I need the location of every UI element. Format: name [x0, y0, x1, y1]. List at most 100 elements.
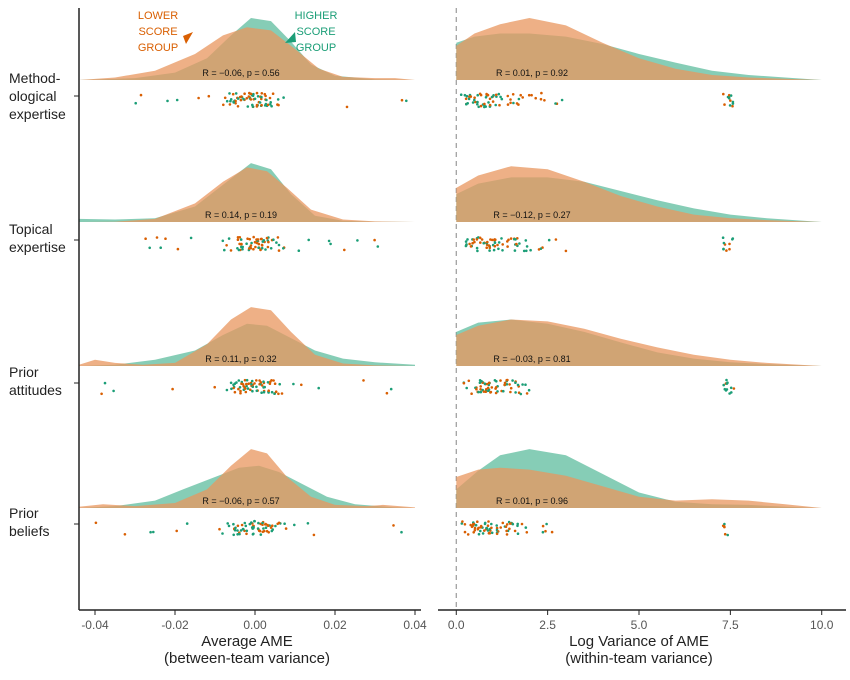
- legend-higher-line-3: GROUP: [296, 42, 336, 54]
- left-data-point: [267, 240, 270, 244]
- left-data-point: [278, 382, 282, 386]
- right-data-point: [476, 100, 479, 104]
- left-data-point: [253, 519, 256, 523]
- right-data-point: [467, 379, 471, 383]
- right-density-lower: [456, 467, 822, 508]
- left-data-point: [236, 236, 240, 239]
- left-data-point: [231, 92, 235, 96]
- left-data-point: [155, 236, 159, 239]
- left-data-point: [244, 524, 248, 528]
- left-data-point: [229, 381, 233, 385]
- legend: LOWER SCORE GROUP HIGHER SCORE GROUP: [138, 10, 338, 54]
- right-data-point: [508, 383, 511, 386]
- left-data-point: [260, 244, 264, 247]
- right-data-point: [500, 237, 503, 240]
- right-data-point: [731, 104, 734, 108]
- left-data-point: [123, 533, 127, 536]
- left-data-point: [274, 524, 277, 528]
- right-data-point: [509, 101, 512, 105]
- left-data-point: [329, 242, 332, 246]
- right-data-point: [492, 248, 496, 252]
- left-data-point: [269, 526, 273, 529]
- row-label: beliefs: [9, 523, 49, 539]
- left-data-point: [266, 103, 270, 107]
- right-data-point: [521, 383, 524, 386]
- right-data-point: [497, 247, 500, 251]
- right-data-point: [534, 96, 537, 100]
- right-data-point: [476, 249, 479, 253]
- left-data-point: [221, 239, 225, 243]
- left-data-point: [255, 389, 259, 393]
- left-data-point: [246, 237, 249, 240]
- left-data-point: [255, 103, 259, 107]
- left-data-point: [259, 248, 262, 252]
- left-data-point: [189, 236, 193, 240]
- right-data-point: [486, 93, 490, 97]
- left-data-point: [268, 382, 272, 386]
- left-data-point: [282, 247, 285, 250]
- right-data-point: [519, 93, 522, 97]
- right-data-point: [494, 391, 498, 395]
- right-data-point: [483, 529, 486, 532]
- right-data-point: [471, 241, 474, 245]
- left-data-point: [280, 392, 284, 395]
- left-data-point: [327, 239, 331, 243]
- right-data-point: [505, 523, 509, 526]
- right-data-point: [465, 386, 469, 390]
- right-data-point: [479, 525, 483, 529]
- left-data-point: [240, 382, 243, 386]
- left-data-point: [253, 382, 256, 385]
- right-data-point: [505, 383, 509, 386]
- left-data-point: [229, 99, 232, 103]
- right-data-point: [490, 526, 493, 530]
- left-data-point: [362, 379, 365, 382]
- left-data-point: [236, 105, 240, 108]
- legend-lower-line-3: GROUP: [138, 42, 178, 54]
- right-data-point: [511, 379, 514, 382]
- right-data-point: [472, 522, 475, 526]
- right-data-point: [479, 385, 483, 388]
- left-data-point: [164, 237, 167, 240]
- row-label: Prior: [9, 505, 39, 521]
- left-data-point: [236, 247, 239, 250]
- left-data-point: [255, 238, 258, 241]
- right-data-point: [554, 102, 557, 105]
- right-x-tick-label: 5.0: [631, 618, 648, 632]
- right-data-point: [464, 244, 468, 248]
- right-data-point: [539, 97, 543, 101]
- right-data-point: [517, 97, 521, 101]
- right-data-point: [472, 238, 476, 241]
- right-data-point: [499, 526, 503, 529]
- left-data-point: [256, 95, 260, 98]
- right-data-point: [505, 533, 509, 536]
- left-data-point: [262, 527, 265, 530]
- left-stat-label: R = −0.06, p = 0.57: [202, 496, 279, 506]
- left-data-point: [253, 97, 257, 101]
- right-data-point: [470, 392, 473, 396]
- left-data-point: [236, 238, 240, 241]
- left-data-point: [277, 521, 281, 525]
- left-data-point: [171, 387, 174, 391]
- right-stat-label: R = −0.03, p = 0.81: [493, 354, 570, 364]
- left-data-point: [254, 245, 257, 249]
- left-data-point: [251, 103, 254, 107]
- left-data-point: [249, 92, 253, 96]
- right-data-point: [512, 101, 515, 105]
- left-data-point: [234, 99, 237, 103]
- right-x-tick-label: 0.0: [448, 618, 465, 632]
- left-data-point: [247, 247, 251, 250]
- right-data-point: [473, 96, 476, 99]
- left-data-point: [292, 382, 295, 386]
- left-data-point: [260, 92, 264, 95]
- left-data-point: [276, 236, 280, 239]
- left-data-point: [227, 237, 231, 240]
- right-data-point: [494, 103, 498, 107]
- right-data-point: [495, 524, 499, 527]
- right-data-point: [514, 391, 517, 394]
- right-stat-label: R = 0.01, p = 0.96: [496, 496, 568, 506]
- left-density-lower: [79, 307, 415, 366]
- right-data-point: [516, 524, 519, 528]
- right-data-point: [506, 240, 509, 243]
- right-data-point: [493, 241, 497, 244]
